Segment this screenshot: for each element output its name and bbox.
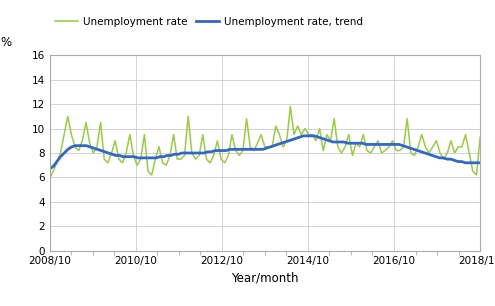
Unemployment rate, trend — [477, 161, 483, 165]
Unemployment rate, trend — [194, 151, 199, 155]
Unemployment rate — [397, 149, 403, 152]
Unemployment rate — [182, 154, 188, 157]
Line: Unemployment rate: Unemployment rate — [50, 106, 480, 179]
Unemployment rate — [364, 149, 370, 152]
Unemployment rate — [134, 163, 140, 167]
Unemployment rate — [288, 105, 294, 108]
Legend: Unemployment rate, Unemployment rate, trend: Unemployment rate, Unemployment rate, tr… — [55, 17, 363, 27]
X-axis label: Year/month: Year/month — [231, 271, 298, 284]
Unemployment rate — [419, 133, 425, 136]
Line: Unemployment rate, trend: Unemployment rate, trend — [50, 136, 480, 169]
Unemployment rate — [477, 135, 483, 139]
Unemployment rate — [302, 127, 308, 130]
Unemployment rate — [47, 177, 52, 181]
Unemployment rate, trend — [135, 156, 141, 160]
Unemployment rate, trend — [382, 143, 388, 146]
Unemployment rate, trend — [389, 143, 395, 146]
Unemployment rate, trend — [300, 134, 306, 138]
Unemployment rate, trend — [348, 141, 354, 145]
Unemployment rate, trend — [95, 147, 100, 151]
Y-axis label: %: % — [1, 36, 12, 49]
Unemployment rate, trend — [47, 167, 52, 171]
